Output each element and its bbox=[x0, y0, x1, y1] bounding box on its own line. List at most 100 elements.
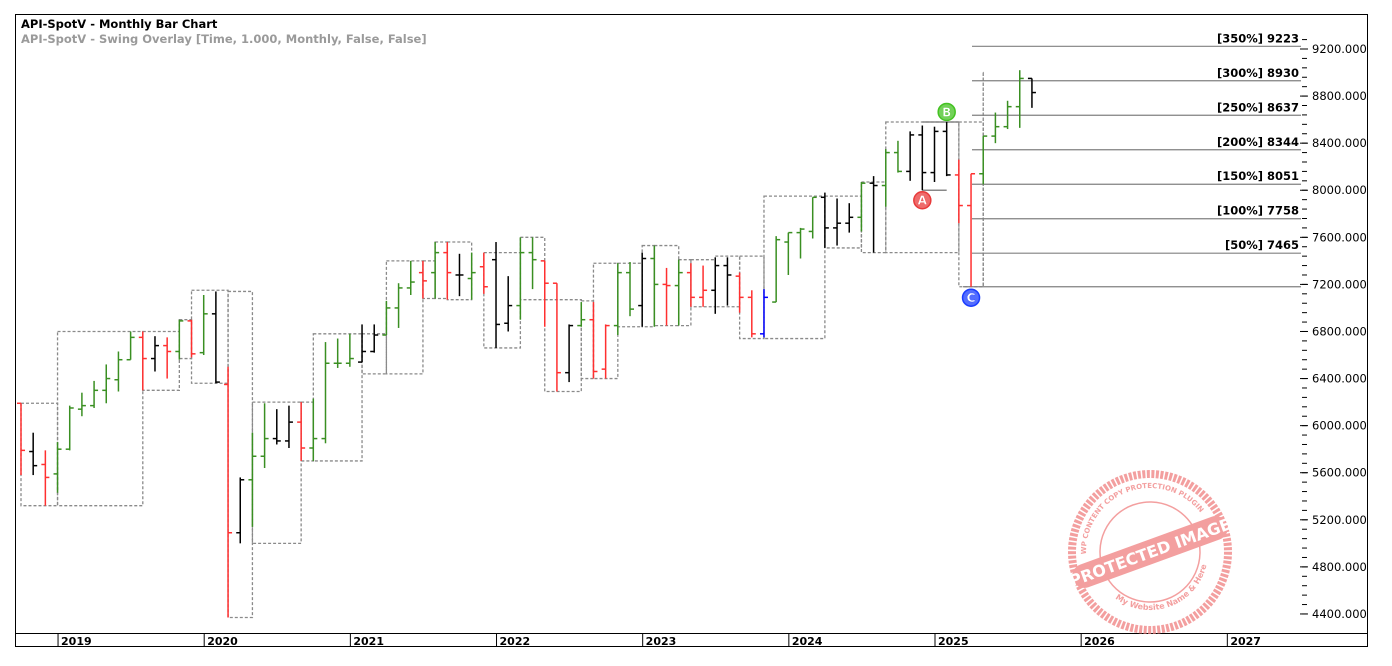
y-tick-label: 8400.000 bbox=[1312, 136, 1367, 150]
swing-box bbox=[227, 290, 254, 619]
point-b-marker: B bbox=[937, 102, 956, 122]
ohlc-bar bbox=[333, 338, 342, 368]
ohlc-bar bbox=[626, 262, 634, 317]
x-tick-label: 2023 bbox=[646, 635, 677, 648]
ohlc-bar bbox=[126, 331, 135, 361]
marker-label: A bbox=[918, 194, 928, 208]
ohlc-bar bbox=[17, 402, 25, 476]
x-tick-label: 2025 bbox=[938, 635, 969, 648]
ohlc-bar bbox=[29, 432, 38, 476]
ohlc-bar bbox=[711, 257, 720, 314]
ohlc-bar bbox=[431, 242, 440, 299]
ohlc-bar bbox=[187, 319, 196, 358]
ohlc-bar bbox=[796, 227, 805, 259]
ohlc-bar bbox=[284, 405, 293, 449]
ohlc-bar bbox=[674, 259, 683, 326]
y-tick-label: 6000.000 bbox=[1312, 419, 1367, 433]
swing-box bbox=[824, 195, 863, 249]
swing-box bbox=[56, 330, 144, 507]
ohlc-bar bbox=[967, 173, 976, 287]
ohlc-bar bbox=[942, 121, 951, 177]
ohlc-bar bbox=[90, 380, 99, 408]
ohlc-bar bbox=[893, 140, 902, 173]
ohlc-bar bbox=[735, 272, 744, 313]
swing-box bbox=[385, 260, 424, 375]
marker-circle bbox=[913, 190, 932, 210]
projection-level-label: [100%] 7758 bbox=[1217, 204, 1299, 218]
y-tick-label: 9200.000 bbox=[1312, 42, 1367, 56]
ohlc-bar bbox=[309, 398, 318, 461]
projection-level-label: [200%] 8344 bbox=[1217, 135, 1299, 149]
swing-box bbox=[483, 251, 522, 349]
ohlc-bar bbox=[613, 263, 622, 336]
ohlc-bar bbox=[772, 236, 781, 303]
chart-frame bbox=[15, 14, 1368, 647]
y-tick-label: 4400.000 bbox=[1312, 607, 1367, 621]
swing-box bbox=[422, 260, 436, 300]
swing-box bbox=[178, 319, 193, 360]
price-bars bbox=[17, 70, 1036, 618]
ohlc-bar bbox=[930, 126, 939, 183]
ohlc-bar bbox=[845, 203, 854, 233]
marker-label: B bbox=[942, 105, 951, 119]
ohlc-bar bbox=[297, 402, 306, 461]
swing-box bbox=[580, 300, 595, 380]
ohlc-bar bbox=[833, 198, 842, 246]
x-tick-label: 2027 bbox=[1230, 635, 1261, 648]
ohlc-bar bbox=[150, 336, 159, 372]
ohlc-bar bbox=[272, 409, 281, 445]
ohlc-bar bbox=[358, 324, 367, 363]
ohlc-bar bbox=[236, 477, 245, 544]
swing-box bbox=[190, 289, 229, 384]
ohlc-bar bbox=[881, 149, 890, 207]
ohlc-bar bbox=[638, 252, 647, 327]
ohlc-bar bbox=[662, 267, 671, 326]
ohlc-bar bbox=[163, 337, 172, 379]
x-tick-label: 2022 bbox=[500, 635, 531, 648]
x-tick-label: 2019 bbox=[61, 635, 92, 648]
ohlc-bar bbox=[443, 242, 452, 300]
ohlc-bar bbox=[808, 196, 817, 239]
ohlc-bar bbox=[479, 252, 488, 294]
projection-level-label: [250%] 8637 bbox=[1217, 100, 1299, 114]
overlay-title: API-SpotV - Swing Overlay [Time, 1.000, … bbox=[21, 32, 427, 46]
ohlc-bar bbox=[260, 403, 269, 469]
swing-box bbox=[20, 402, 59, 507]
ohlc-bar bbox=[394, 283, 403, 328]
marker-circle bbox=[937, 102, 956, 122]
swing-box bbox=[641, 244, 656, 328]
y-tick-label: 7200.000 bbox=[1312, 277, 1367, 291]
y-tick-label: 8800.000 bbox=[1312, 89, 1367, 103]
ohlc-bar bbox=[224, 366, 233, 618]
y-tick-label: 7600.000 bbox=[1312, 230, 1367, 244]
y-tick-label: 8000.000 bbox=[1312, 183, 1367, 197]
projection-levels: [350%] 9223 [300%] 8930 [250%] 8637 [200%] … bbox=[922, 31, 1301, 288]
marker-circle bbox=[961, 288, 981, 307]
x-tick-label: 2026 bbox=[1084, 635, 1115, 648]
ohlc-bar bbox=[77, 392, 86, 417]
projection-level-label: [350%] 9223 bbox=[1217, 31, 1299, 45]
ohlc-bar bbox=[650, 245, 659, 327]
ohlc-bar bbox=[1003, 100, 1012, 130]
y-axis: 9200.000 8800.000 8400.000 8000.000 7600.000… bbox=[1300, 39, 1367, 621]
ohlc-bar bbox=[455, 253, 464, 297]
ohlc-bar bbox=[504, 276, 513, 332]
ohlc-bar bbox=[869, 176, 878, 253]
ohlc-bar bbox=[138, 331, 147, 391]
ohlc-bar bbox=[723, 257, 732, 306]
ohlc-bar bbox=[699, 265, 708, 307]
ohlc-bar bbox=[552, 282, 561, 392]
swing-box bbox=[714, 255, 741, 308]
x-tick-label: 2021 bbox=[353, 635, 384, 648]
y-tick-label: 6400.000 bbox=[1312, 372, 1367, 386]
swing-box bbox=[312, 333, 363, 462]
y-tick-label: 4800.000 bbox=[1312, 560, 1367, 574]
ohlc-bar bbox=[65, 405, 74, 451]
ohlc-bar bbox=[1027, 77, 1036, 108]
ohlc-bar bbox=[577, 302, 586, 327]
protected-image-watermark: WP CONTENT COPY PROTECTION PLUGIN My Web… bbox=[1063, 463, 1233, 634]
chart-title: API-SpotV - Monthly Bar Chart bbox=[21, 17, 218, 31]
ohlc-bar bbox=[53, 442, 62, 493]
ohlc-bar bbox=[248, 432, 257, 527]
